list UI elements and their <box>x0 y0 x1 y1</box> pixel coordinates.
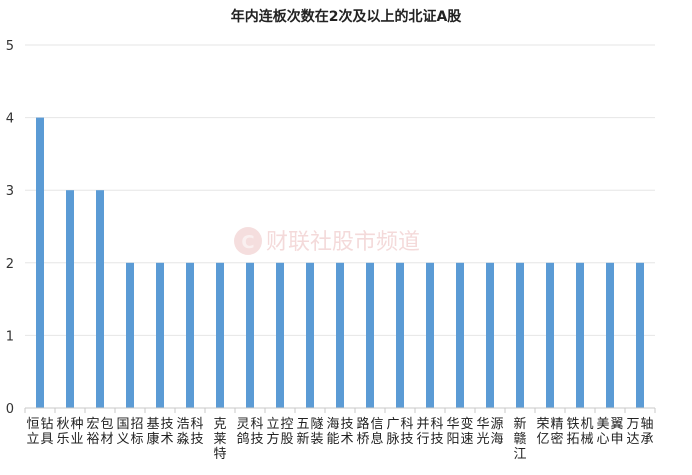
x-category-label: 浩淼科技 <box>176 417 203 447</box>
watermark-logo-icon <box>234 227 262 255</box>
x-category-label: 万达轴承 <box>626 417 653 447</box>
bar <box>636 262 644 408</box>
y-tick-label: 5 <box>6 39 14 54</box>
bar <box>396 262 404 408</box>
bar <box>576 262 584 408</box>
chart-title: 年内连板次数在2次及以上的北证A股 <box>231 8 463 25</box>
bar <box>216 262 224 408</box>
x-category-label: 宏裕包材 <box>86 417 113 447</box>
bar <box>96 190 104 408</box>
bar <box>486 262 494 408</box>
bar <box>126 262 134 408</box>
watermark: C 财联社股市频道 <box>234 227 420 255</box>
bar <box>456 262 464 408</box>
bar <box>156 262 164 408</box>
x-category-label: 克莱特 <box>213 417 226 462</box>
y-tick-label: 4 <box>6 112 14 127</box>
watermark-logo-letter: C <box>241 232 254 253</box>
bar <box>516 262 524 408</box>
x-axis-ticks <box>24 408 656 413</box>
x-category-label: 灵鸽科技 <box>236 417 263 447</box>
bar <box>366 262 374 408</box>
y-axis-ticks: 0 1 2 3 4 5 <box>6 39 14 417</box>
bar <box>246 262 254 408</box>
bar <box>336 262 344 408</box>
y-tick-label: 2 <box>6 257 14 272</box>
x-category-label: 五新隧装 <box>296 416 323 447</box>
x-category-label: 路桥信息 <box>356 416 383 447</box>
y-tick-label: 0 <box>6 402 14 417</box>
y-tick-label: 1 <box>6 329 14 344</box>
x-category-label: 华光源海 <box>476 417 503 447</box>
y-tick-label: 3 <box>6 184 14 199</box>
bar <box>276 262 284 408</box>
bar <box>306 262 314 408</box>
bar <box>36 117 44 408</box>
x-axis-labels: 恒立钻具秋乐种业宏裕包材国义招标基康技术浩淼科技克莱特灵鸽科技立方控股五新隧装海… <box>26 416 653 462</box>
x-category-label: 广脉科技 <box>386 417 413 447</box>
bars <box>36 117 644 408</box>
x-category-label: 新赣江 <box>513 416 526 462</box>
x-category-label: 海能技术 <box>326 417 353 447</box>
bar <box>66 190 74 408</box>
x-category-label: 立方控股 <box>266 417 293 447</box>
x-category-label: 铁拓机械 <box>566 417 593 447</box>
x-category-label: 并行科技 <box>416 417 443 447</box>
x-category-label: 秋乐种业 <box>56 417 83 447</box>
x-category-label: 美心翼申 <box>596 417 623 447</box>
bar <box>186 262 194 408</box>
x-category-label: 国义招标 <box>116 417 143 447</box>
bar <box>546 262 554 408</box>
x-category-label: 恒立钻具 <box>26 417 53 447</box>
x-category-label: 华阳变速 <box>446 416 473 447</box>
watermark-text: 财联社股市频道 <box>266 230 420 255</box>
x-category-label: 荣亿精密 <box>536 417 563 447</box>
bar <box>426 262 434 408</box>
x-category-label: 基康技术 <box>146 417 173 447</box>
bar <box>606 262 614 408</box>
